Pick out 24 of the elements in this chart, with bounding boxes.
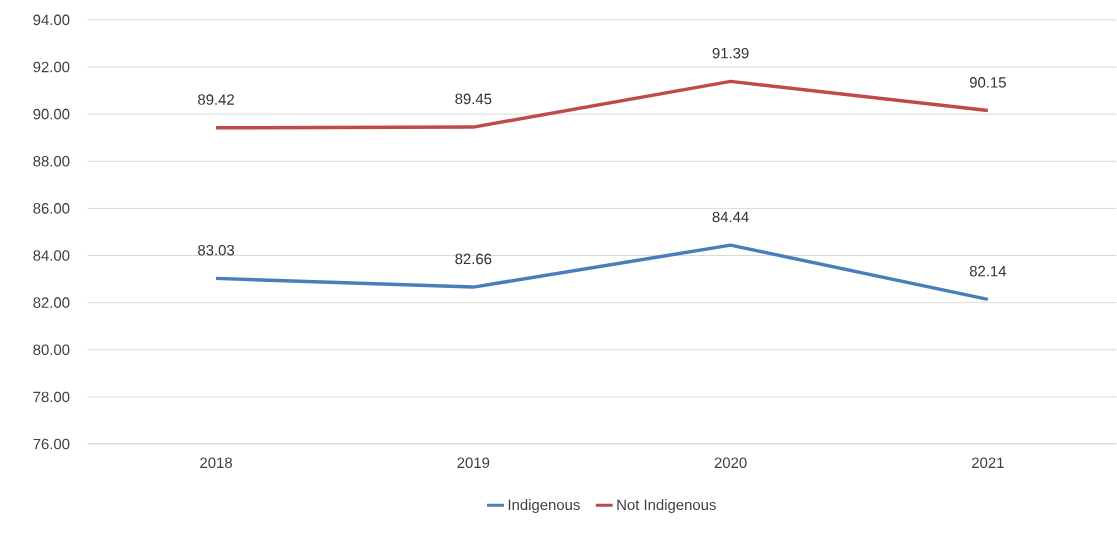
x-tick-label: 2018 — [200, 457, 232, 468]
y-tick-label: 80.00 — [33, 344, 70, 355]
y-tick-label: 92.00 — [33, 61, 70, 73]
y-tick-label: 94.00 — [33, 14, 70, 25]
x-tick-label: 2020 — [714, 457, 747, 468]
data-label: 89.42 — [198, 94, 234, 105]
legend-label: Not Indigenous — [617, 498, 716, 513]
x-tick-label: 2019 — [457, 457, 490, 468]
data-label: 91.39 — [712, 47, 749, 59]
y-tick-label: 84.00 — [33, 250, 70, 261]
data-label: 83.03 — [198, 244, 235, 256]
data-label: 84.44 — [712, 211, 749, 223]
data-label: 82.14 — [969, 265, 1007, 277]
y-tick-label: 90.00 — [33, 108, 70, 120]
y-tick-label: 76.00 — [33, 438, 70, 450]
data-label: 90.15 — [969, 76, 1006, 88]
y-tick-label: 88.00 — [33, 155, 70, 167]
data-label: 89.45 — [455, 93, 492, 104]
x-tick-label: 2021 — [972, 457, 1004, 468]
y-tick-label: 86.00 — [33, 202, 70, 214]
y-tick-label: 82.00 — [33, 297, 70, 308]
y-tick-label: 78.00 — [33, 391, 70, 402]
legend-label: Indigenous — [508, 498, 580, 513]
data-label: 82.66 — [455, 253, 492, 264]
